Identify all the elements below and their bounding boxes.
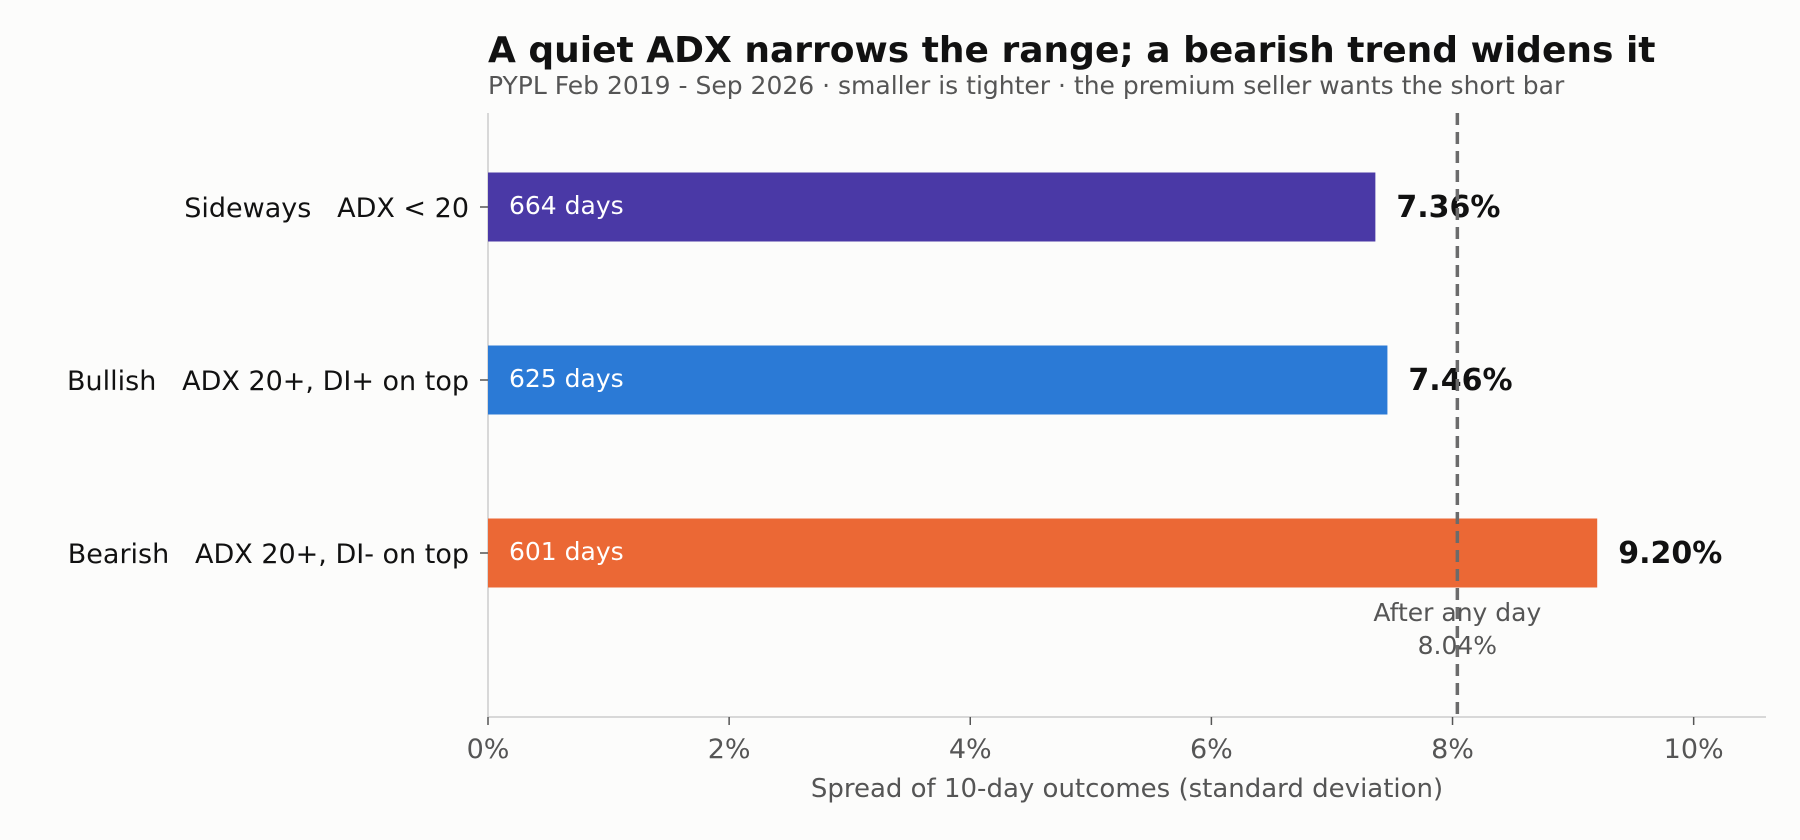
category-label: Bullish ADX 20+, DI+ on top (67, 366, 469, 397)
x-axis-label: Spread of 10-day outcomes (standard devi… (811, 774, 1443, 804)
bar (488, 345, 1388, 415)
x-tick-label: 4% (949, 734, 992, 765)
chart-title: A quiet ADX narrows the range; a bearish… (488, 30, 1656, 71)
bar-count-label: 625 days (509, 364, 624, 393)
x-tick-label: 0% (467, 734, 510, 765)
reference-label-value: 8.04% (1418, 631, 1497, 660)
bar (488, 518, 1598, 588)
chart-subtitle: PYPL Feb 2019 - Sep 2026 · smaller is ti… (488, 71, 1565, 100)
category-label: Bearish ADX 20+, DI- on top (68, 539, 469, 570)
x-tick-label: 10% (1664, 734, 1724, 765)
value-label: 7.36% (1396, 190, 1500, 225)
category-label: Sideways ADX < 20 (184, 193, 469, 224)
bar (488, 172, 1376, 242)
value-label: 7.46% (1408, 363, 1512, 398)
reference-label-name: After any day (1373, 598, 1541, 627)
bar-count-label: 601 days (509, 537, 624, 566)
x-tick-label: 6% (1190, 734, 1233, 765)
x-tick-label: 8% (1431, 734, 1474, 765)
x-tick-label: 2% (708, 734, 751, 765)
plot-area: 0% 2% 4% 6% 8% 10% Sideways ADX < 20 664 days 7.… (67, 113, 1766, 765)
value-label: 9.20% (1618, 536, 1722, 571)
bar-count-label: 664 days (509, 191, 624, 220)
